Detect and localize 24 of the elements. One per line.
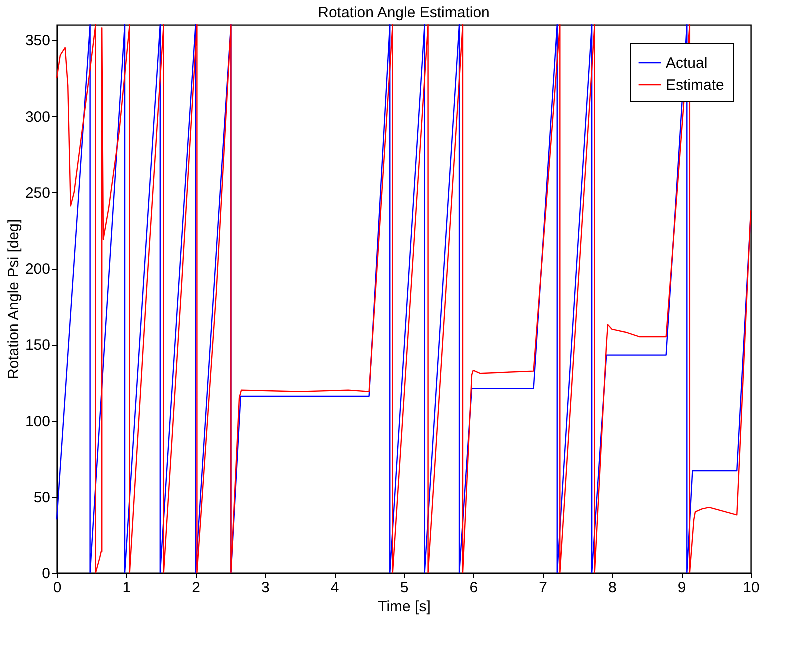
y-tick-label: 100 — [25, 413, 50, 430]
x-tick-label: 2 — [192, 580, 200, 596]
y-tick-label: 0 — [42, 566, 50, 582]
x-tick-label: 10 — [743, 580, 760, 596]
x-axis-title: Time [s] — [378, 598, 431, 616]
y-tick-label: 350 — [25, 32, 50, 50]
x-tick-label: 4 — [330, 580, 340, 596]
x-tick-label: 0 — [53, 580, 62, 596]
y-tick-label: 50 — [34, 489, 50, 506]
x-tick-label: 1 — [122, 580, 132, 596]
y-tick-label: 250 — [25, 184, 50, 202]
y-tick-label: 300 — [25, 108, 50, 126]
x-tick-label: 7 — [539, 580, 548, 596]
legend-label: Estimate — [666, 77, 724, 94]
y-axis-title: Rotation Angle Psi [deg] — [5, 219, 22, 380]
legend-label: Actual — [666, 55, 708, 72]
x-tick-label: 9 — [678, 580, 686, 596]
chart-title: Rotation Angle Estimation — [318, 4, 490, 22]
x-tick-label: 6 — [470, 580, 478, 596]
x-tick-label: 3 — [262, 580, 270, 596]
x-tick-label: 8 — [608, 580, 617, 596]
y-tick-label: 200 — [25, 261, 50, 278]
x-tick-label: 5 — [400, 580, 409, 596]
y-tick-label: 150 — [25, 337, 50, 354]
